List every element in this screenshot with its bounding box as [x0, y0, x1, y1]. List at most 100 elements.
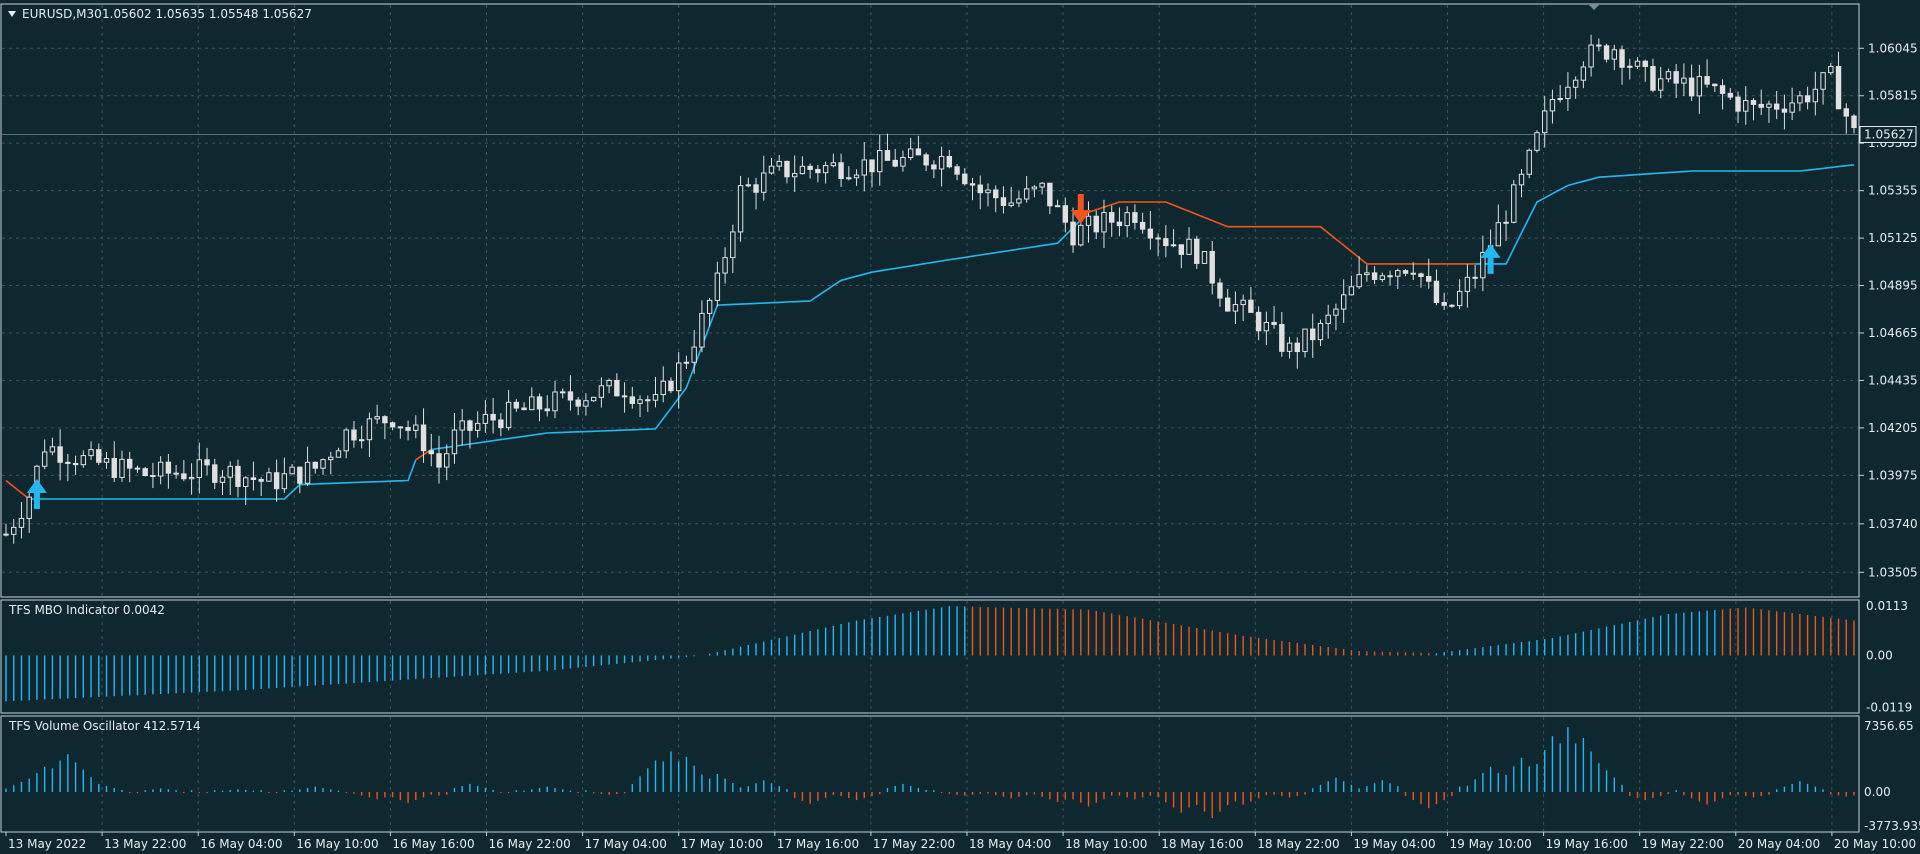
candle-body: [1209, 251, 1215, 284]
current-price-marker: 1.05627: [1859, 126, 1917, 144]
candle-body: [134, 467, 141, 470]
candle-body: [498, 419, 504, 429]
candle-body: [1085, 215, 1092, 226]
candle-body: [730, 231, 736, 259]
candle-body: [1650, 66, 1656, 91]
candle-body: [1534, 132, 1540, 151]
time-tick-label: 17 May 22:00: [873, 837, 955, 851]
price-axis: 1.060451.058151.055851.053551.051251.048…: [1859, 41, 1918, 579]
candle-body: [598, 385, 605, 398]
candle-body: [1286, 342, 1293, 352]
candle-body: [1426, 276, 1432, 282]
candle-body: [1139, 221, 1146, 230]
candle-body: [1078, 224, 1084, 246]
candle-body: [1503, 221, 1509, 224]
candle-body: [111, 458, 117, 478]
price-tick-label: 1.03975: [1868, 468, 1918, 482]
candle-body: [467, 420, 473, 431]
candle-body: [80, 455, 87, 466]
candle-body: [11, 526, 17, 535]
mbo-histogram: [5, 606, 1855, 702]
candle-body: [869, 159, 875, 173]
candle-body: [1255, 311, 1262, 332]
candle-body: [258, 478, 264, 482]
candle-body: [1016, 198, 1022, 204]
candle-body: [1727, 92, 1733, 98]
candle-body: [1449, 304, 1455, 307]
mbo-pane[interactable]: TFS MBO Indicator 0.0042 0.0113 0.00 -0.01…: [0, 599, 1912, 714]
candle-body: [1194, 238, 1200, 264]
candle-body: [188, 476, 195, 480]
time-axis: 13 May 2022 13 May 22:00 16 May 04:00 16 Ma…: [5, 832, 1916, 851]
candle-body: [281, 473, 288, 490]
candle-body: [1743, 100, 1749, 112]
time-tick-label: 17 May 04:00: [585, 837, 667, 851]
candle-body: [273, 472, 280, 490]
candle-body: [1271, 321, 1277, 325]
candle-body: [1364, 272, 1370, 276]
collapse-triangle-icon[interactable]: [8, 11, 16, 17]
candle-body: [96, 449, 102, 463]
candle-body: [1070, 221, 1076, 246]
time-tick-label: 19 May 16:00: [1546, 837, 1628, 851]
price-tick-label: 1.03505: [1868, 565, 1918, 579]
candle-body: [846, 177, 852, 180]
volume-axis: 7356.65 0.00 -3773.9357: [1864, 719, 1920, 833]
candle-body: [544, 408, 550, 412]
candle-body: [676, 362, 682, 392]
shift-marker-icon[interactable]: [1588, 4, 1600, 10]
candle-body: [490, 413, 496, 421]
candle-body: [335, 450, 342, 458]
candle-body: [1804, 95, 1811, 103]
candle-body: [737, 185, 744, 233]
candle-body: [88, 449, 94, 457]
candle-body: [1688, 77, 1695, 97]
mbo-grid: [101, 601, 1833, 712]
candle-body: [413, 424, 419, 431]
candle-body: [119, 458, 125, 478]
candle-body: [1851, 115, 1857, 129]
candle-body: [1472, 276, 1478, 279]
volume-pane[interactable]: TFS Volume Oscillator 412.5714 7356.65 0.…: [0, 715, 1920, 833]
candle-body: [1387, 275, 1393, 278]
candle-body: [1062, 205, 1069, 223]
time-tick-label: 13 May 2022: [8, 837, 86, 851]
candle-body: [683, 361, 690, 364]
buy-arrow-icon: [1480, 243, 1501, 274]
header-info: EURUSD,M30 1.05602 1.05635 1.05548 1.056…: [8, 7, 312, 21]
candle-body: [529, 396, 535, 411]
candle-body: [219, 476, 226, 483]
candle-body: [320, 459, 326, 469]
mbo-title: TFS MBO Indicator 0.0042: [8, 603, 165, 617]
price-tick-label: 1.05125: [1868, 231, 1918, 245]
candle-body: [892, 159, 898, 167]
candle-body: [1789, 102, 1795, 113]
main-pane[interactable]: EURUSD,M30 1.05602 1.05635 1.05548 1.056…: [0, 3, 1918, 598]
signal-line-segment: [1088, 201, 1476, 265]
signal-arrows: [26, 194, 1501, 510]
price-tick-label: 1.04435: [1868, 373, 1918, 387]
price-tick-label: 1.03740: [1868, 517, 1918, 531]
candle-body: [1619, 49, 1625, 68]
candle-body: [474, 422, 481, 431]
candle-body: [297, 466, 303, 484]
candle-body: [660, 380, 666, 396]
candle-body: [1294, 342, 1300, 353]
candle-body: [103, 458, 110, 463]
candle-body: [366, 418, 373, 441]
candle-body: [1657, 78, 1664, 91]
signal-line-segment: [29, 459, 417, 500]
time-tick-label: 16 May 04:00: [200, 837, 282, 851]
candle-body: [621, 395, 628, 398]
main-grid: [2, 5, 1858, 596]
candle-body: [877, 150, 883, 173]
candle-body: [1356, 274, 1362, 288]
candle-body: [761, 172, 767, 193]
time-tick-label: 16 May 22:00: [489, 837, 571, 851]
candle-body: [807, 165, 813, 170]
candle-body: [1712, 83, 1718, 87]
candle-body: [907, 148, 914, 158]
candle-body: [1263, 321, 1270, 332]
candle-body: [1031, 186, 1038, 190]
